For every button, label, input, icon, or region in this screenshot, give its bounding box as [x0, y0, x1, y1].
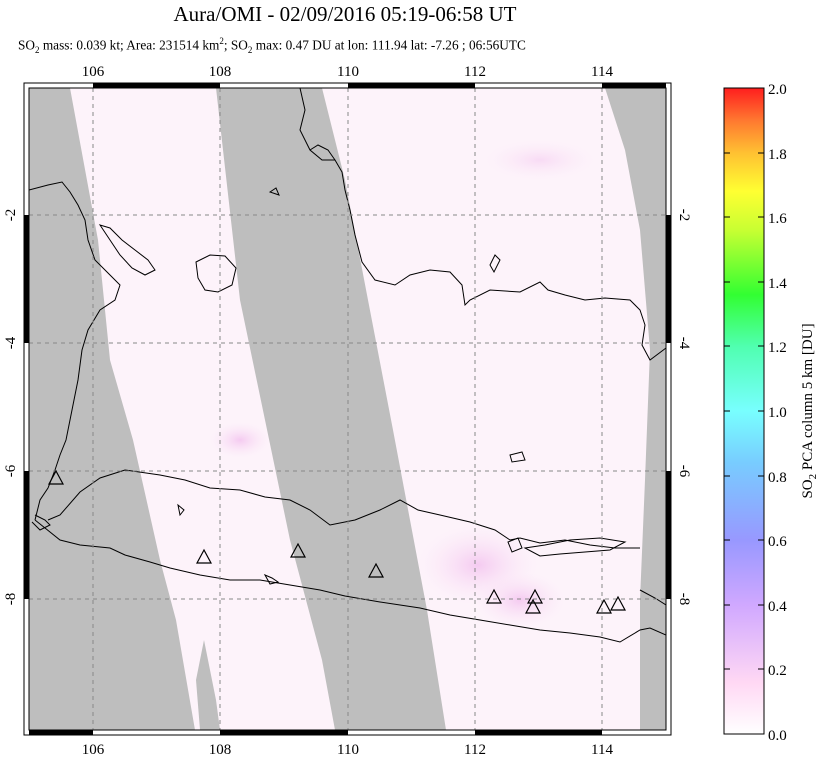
frame-bar-left	[24, 471, 29, 599]
no-data-swath	[196, 640, 220, 730]
frame-bar-top	[348, 83, 475, 88]
colorbar-tick-label: 0.2	[768, 663, 787, 679]
colorbar-tick-label: 0.8	[768, 470, 787, 486]
x-tick-labels-bottom: 106 108 110 112 114	[82, 742, 614, 758]
no-data-swath	[216, 88, 446, 730]
colorbar-tick-label: 2.0	[768, 82, 787, 98]
x-tick-label: 108	[209, 742, 232, 758]
volcano-marker	[524, 598, 542, 614]
volcano-marker	[609, 595, 627, 611]
colorbar-label: SO2 PCA column 5 km [DU]	[800, 323, 819, 498]
frame-bars	[24, 83, 671, 735]
map-panel: 106 108 110 112 114 106 108 110 112 114 …	[3, 64, 692, 758]
no-data-swath	[29, 88, 195, 730]
y-tick-label: -6	[676, 465, 692, 478]
subtitle-so2-mass: SO	[18, 37, 35, 53]
colorbar-tick-label: 1.2	[768, 340, 787, 356]
coastline-islet	[489, 254, 501, 274]
gridlines	[29, 88, 666, 730]
coastline-borneo-bay	[309, 144, 336, 161]
y-tick-label: -2	[3, 209, 19, 222]
colorbar-tick-label: 1.6	[768, 211, 787, 227]
map-subtitle: SO2 mass: 0.039 kt; Area: 231514 km2; SO…	[18, 36, 688, 55]
y-tick-label: -8	[3, 593, 19, 606]
x-tick-label: 110	[337, 742, 359, 758]
x-tick-label: 106	[82, 64, 105, 80]
volcano-marker	[595, 598, 613, 614]
so2-plume	[475, 572, 565, 628]
x-tick-label: 110	[337, 64, 359, 80]
y-tick-label: -4	[676, 337, 692, 350]
coastline-islet	[507, 537, 523, 553]
coastline-sumatra-south	[31, 514, 51, 531]
subtitle-so2-max-prefix: ; SO	[223, 37, 248, 53]
coastline-sumatra	[29, 181, 121, 521]
colorbar-tick-labels: 0.0 0.2 0.4 0.6 0.8 1.0 1.2 1.4 1.6 1.8 …	[768, 82, 787, 744]
volcano-marker	[195, 548, 213, 564]
coastline-java-south	[34, 519, 666, 643]
subtitle-max-location: max: 0.47 DU at lon: 111.94 lat: -7.26 ;…	[252, 37, 526, 53]
coastline-bali	[639, 589, 666, 606]
coastline-islet	[268, 187, 280, 196]
volcano-marker	[47, 469, 65, 485]
frame-bar-right	[666, 215, 671, 343]
colorbar: 0.0 0.2 0.4 0.6 0.8 1.0 1.2 1.4 1.6 1.8 …	[723, 82, 819, 744]
subtitle-mass-area: mass: 0.039 kt; Area: 231514 km	[39, 37, 220, 53]
colorbar-tick-label: 1.0	[768, 405, 787, 421]
colorbar-ticks	[724, 87, 764, 735]
so2-plume	[485, 140, 595, 180]
no-data-swath	[605, 88, 666, 730]
colorbar-tick-label: 1.8	[768, 147, 787, 163]
colorbar-tick-label: 0.6	[768, 534, 787, 550]
frame-bar-bottom	[29, 730, 93, 735]
colorbar-label-sub: 2	[807, 474, 819, 480]
map-title: Aura/OMI - 02/09/2016 05:19-06:58 UT	[173, 2, 517, 26]
frame-bar-left	[24, 215, 29, 343]
x-tick-label: 112	[464, 64, 486, 80]
coastline-islet	[509, 451, 526, 463]
x-tick-label: 114	[591, 64, 613, 80]
colorbar-tick-label: 0.4	[768, 599, 787, 615]
coastline-madura	[523, 537, 627, 557]
coastline-islet	[263, 573, 280, 585]
colorbar-label-rest: PCA column 5 km [DU]	[800, 323, 816, 473]
x-tick-label: 112	[464, 742, 486, 758]
frame-bar-right	[666, 471, 671, 599]
x-tick-label: 106	[82, 742, 105, 758]
frame-bar-top	[602, 83, 666, 88]
coastline-belitung	[195, 254, 237, 293]
y-tick-label: -6	[3, 464, 19, 477]
coastline-islet	[177, 503, 185, 517]
subscript-2: 2	[35, 45, 40, 56]
y-tick-label: -8	[676, 593, 692, 606]
volcano-marker	[485, 588, 503, 604]
colorbar-tick-label: 0.0	[768, 728, 787, 744]
x-tick-label: 108	[209, 64, 232, 80]
frame-bar-top	[93, 83, 220, 88]
coastline-borneo	[299, 88, 666, 361]
coastline-java-north	[47, 469, 640, 549]
volcano-marker	[289, 542, 307, 558]
subscript-2b: 2	[247, 45, 253, 56]
y-tick-labels-left: -2 -4 -6 -8	[3, 209, 19, 606]
y-tick-labels-right: -2 -4 -6 -8	[676, 209, 692, 606]
colorbar-label-so: SO	[800, 479, 816, 498]
coastlines	[29, 88, 666, 643]
y-tick-label: -4	[3, 336, 19, 349]
frame-bar-bottom	[475, 730, 602, 735]
so2-plume	[210, 422, 270, 458]
y-tick-label: -2	[676, 209, 692, 222]
map-outer-frame	[23, 82, 672, 736]
x-tick-label: 114	[591, 742, 613, 758]
coastline-bangka	[98, 224, 156, 276]
x-tick-labels-top: 106 108 110 112 114	[82, 64, 614, 80]
volcano-markers	[47, 469, 627, 614]
area-superscript: 2	[219, 36, 224, 46]
colorbar-tick-label: 1.4	[768, 276, 787, 292]
frame-bar-bottom	[220, 730, 348, 735]
volcano-marker	[367, 562, 385, 578]
